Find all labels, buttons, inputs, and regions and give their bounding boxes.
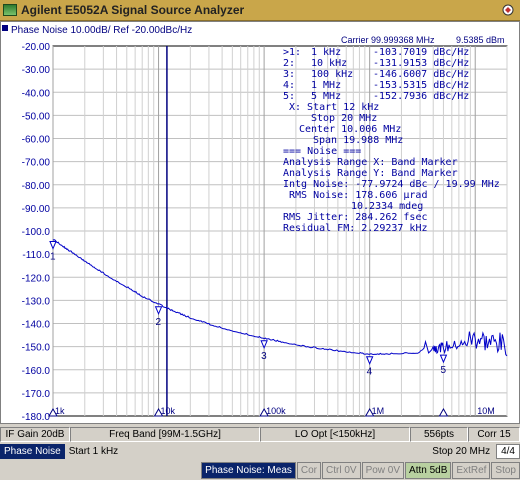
marker-3-readout-value: -146.6007 dBc/Hz (373, 69, 469, 80)
y-tick-label: -170.0 (22, 389, 51, 400)
residual-fm: Residual FM: 2.29237 kHz (283, 223, 428, 234)
y-tick-label: -120.0 (22, 273, 51, 284)
phase-noise-chart[interactable]: Phase Noise 10.00dB/ Ref -20.00dBc/Hz -20… (1, 22, 519, 423)
carrier-frequency: Carrier 99.999368 MHz (341, 35, 435, 45)
marker-2-icon[interactable] (154, 306, 163, 316)
trace-indicator-icon (2, 25, 8, 31)
measurement-mode-label[interactable]: Phase Noise (0, 444, 65, 459)
carrier-power: 9.5385 dBm (456, 35, 505, 45)
marker-2-axis-icon (153, 407, 164, 417)
marker-2-readout-value: -131.9153 dBc/Hz (373, 58, 469, 69)
marker-3-axis-icon (259, 407, 269, 417)
analysis-span: Span 19.988 MHz (313, 135, 403, 146)
marker-1-readout-freq: 1 kHz (311, 47, 341, 58)
marker-3-icon[interactable] (260, 340, 268, 350)
y-tick-label: -40.00 (22, 88, 51, 99)
rms-noise-rad: RMS Noise: 178.606 µrad (289, 190, 427, 201)
y-tick-label: -150.0 (22, 343, 51, 354)
y-tick-label: -100.0 (22, 227, 51, 238)
marker-5-icon[interactable] (439, 354, 448, 364)
analysis-center: Center 10.006 MHz (299, 124, 401, 135)
rms-jitter: RMS Jitter: 284.262 fsec (283, 212, 428, 223)
marker-3-label: 3 (261, 351, 267, 362)
marker-1-axis-icon (48, 407, 58, 417)
intg-noise: Intg Noise: -77.9724 dBc / 19.99 MHz (283, 179, 500, 190)
y-tick-label: -70.00 (22, 158, 51, 169)
y-tick-label: -50.00 (22, 111, 51, 122)
marker-4-readout-label: 4: (283, 80, 295, 91)
marker-2-readout-freq: 10 kHz (311, 58, 347, 69)
y-tick-label: -80.00 (22, 181, 51, 192)
x-tick-label: 100k (266, 406, 286, 416)
marker-5-readout-label: 5: (283, 91, 295, 102)
marker-3-readout-label: 3: (283, 69, 295, 80)
marker-4-readout-freq: 1 MHz (311, 80, 341, 91)
marker-1-icon[interactable] (49, 241, 57, 250)
title-bar: Agilent E5052A Signal Source Analyzer (0, 0, 520, 21)
rms-noise-deg: 10.2334 mdeg (351, 201, 423, 212)
y-tick-label: -90.00 (22, 204, 51, 215)
trace-header-label: Phase Noise 10.00dB/ Ref -20.00dBc/Hz (11, 25, 192, 36)
marker-5-axis-icon (438, 407, 449, 417)
marker-4-icon[interactable] (365, 356, 374, 365)
x-tick-label: 10k (161, 406, 176, 416)
y-tick-label: -20.00 (22, 42, 51, 53)
extref-status-button[interactable]: ExtRef (452, 462, 491, 479)
cor-status-button[interactable]: Cor (296, 462, 322, 479)
plot-area[interactable]: Phase Noise 10.00dB/ Ref -20.00dBc/Hz -20… (0, 21, 520, 424)
marker-5-readout-value: -152.7936 dBc/Hz (373, 91, 469, 102)
y-tick-label: -110.0 (22, 250, 50, 261)
pow-status-button[interactable]: Pow 0V (361, 462, 405, 479)
window-title: Agilent E5052A Signal Source Analyzer (21, 3, 245, 17)
freq-band-status: Freq Band [99M-1.5GHz] (70, 426, 260, 442)
phase-noise-trace (52, 239, 508, 357)
analysis-range-y: Analysis Range Y: Band Marker (283, 168, 458, 179)
noise-header: === Noise === (283, 146, 361, 157)
marker-2-label: 2 (156, 317, 162, 328)
marker-5-label: 5 (440, 365, 446, 376)
y-tick-label: -180.0 (22, 412, 51, 423)
page-indicator: 4/4 (496, 444, 520, 459)
analysis-stop: Stop 20 MHz (311, 113, 377, 124)
app-icon (3, 4, 17, 16)
marker-4-label: 4 (367, 367, 373, 378)
instrument-status-bar: Phase Noise: Meas Cor Ctrl 0V Pow 0V Att… (0, 461, 520, 480)
start-frequency: Start 1 kHz (68, 446, 119, 457)
stop-frequency: Stop 20 MHz (432, 446, 491, 457)
points-status: 556pts (410, 426, 468, 442)
marker-1-readout-label: >1: (283, 47, 301, 58)
marker-1-label: 1 (50, 252, 56, 263)
marker-4-axis-icon (364, 407, 375, 417)
analysis-x-start: X: Start 12 kHz (289, 102, 379, 113)
x-tick-label: 1M (372, 406, 385, 416)
y-tick-label: -30.00 (22, 65, 51, 76)
marker-1-readout-value: -103.7019 dBc/Hz (373, 47, 469, 58)
y-tick-label: -140.0 (22, 320, 51, 331)
x-tick-label: 1k (55, 406, 65, 416)
if-gain-status: IF Gain 20dB (0, 426, 70, 442)
meas-status-button[interactable]: Phase Noise: Meas (201, 462, 296, 479)
y-tick-label: -130.0 (22, 296, 51, 307)
agilent-logo-icon (502, 4, 514, 16)
x-tick-label: 10M (477, 406, 495, 416)
corr-status: Corr 15 (468, 426, 520, 442)
marker-5-readout-freq: 5 MHz (311, 91, 341, 102)
marker-4-readout-value: -153.5315 dBc/Hz (373, 80, 469, 91)
status-bar: IF Gain 20dB Freq Band [99M-1.5GHz] LO O… (0, 425, 520, 443)
marker-2-readout-label: 2: (283, 58, 295, 69)
lo-opt-status: LO Opt [<150kHz] (260, 426, 410, 442)
ctrl-status-button[interactable]: Ctrl 0V (322, 462, 361, 479)
sweep-bar: Phase Noise Start 1 kHz Stop 20 MHz 4/4 (0, 443, 520, 460)
y-tick-label: -160.0 (22, 366, 51, 377)
attn-status-button[interactable]: Attn 5dB (405, 462, 452, 479)
stop-status-button[interactable]: Stop (491, 462, 520, 479)
analysis-range-x: Analysis Range X: Band Marker (283, 157, 458, 168)
y-tick-label: -60.00 (22, 135, 51, 146)
marker-3-readout-freq: 100 kHz (311, 69, 353, 80)
